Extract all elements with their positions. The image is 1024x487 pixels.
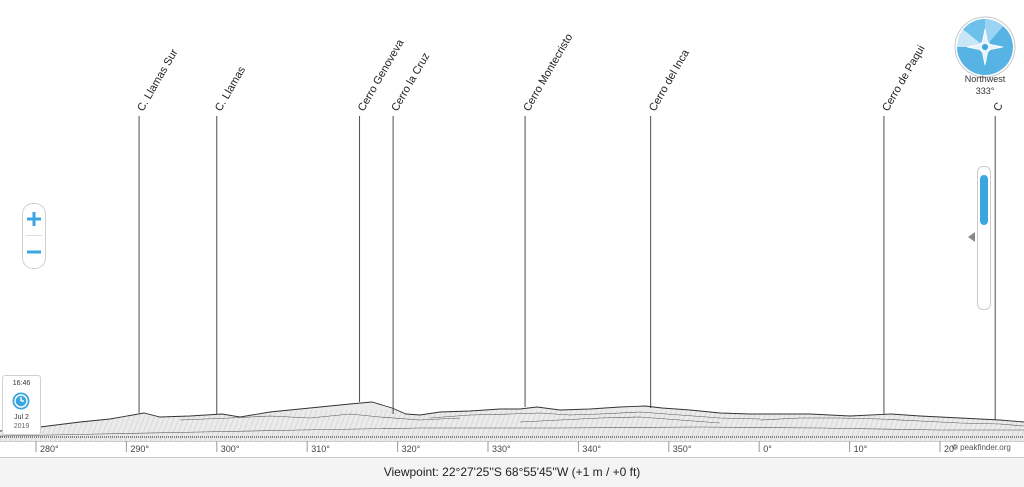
time-label: 16:46 — [12, 380, 31, 387]
azimuth-tick-bottom: 350° — [673, 444, 692, 454]
zoom-control — [22, 203, 46, 269]
azimuth-tick-bottom: 340° — [582, 444, 601, 454]
azimuth-tick-bottom: 330° — [492, 444, 511, 454]
viewpoint-text: Viewpoint: 22°27'25''S 68°55'45''W (+1 m… — [383, 465, 641, 479]
panorama-view[interactable]: 280° 290° 300° 310° 320° 330° 340° 350° 0° 10° 20°… — [0, 0, 1024, 457]
zoom-out-button[interactable] — [23, 237, 45, 267]
azimuth-tick-bottom: 10° — [854, 444, 868, 454]
clock-icon — [12, 392, 30, 410]
compass-direction: Northwest — [964, 74, 1006, 84]
footer-bar: Viewpoint: 22°27'25''S 68°55'45''W (+1 m… — [0, 457, 1024, 487]
credit-link[interactable]: © peakfinder.org — [952, 443, 1011, 452]
fov-slider[interactable] — [977, 166, 991, 310]
compass-icon[interactable] — [953, 15, 1017, 79]
slider-thumb[interactable] — [980, 175, 988, 225]
compass-degrees: 333° — [975, 86, 995, 96]
zoom-divider — [26, 235, 42, 236]
year-label: 2019 — [13, 423, 30, 430]
azimuth-tick-bottom: 20° — [944, 444, 958, 454]
minus-icon — [27, 250, 41, 254]
time-selector[interactable]: 16:46 Jul 2 2019 — [2, 375, 41, 435]
azimuth-tick-bottom: 0° — [763, 444, 772, 454]
date-label: Jul 2 — [14, 414, 29, 421]
bottom-azimuth-axis: 280° 290° 300° 310° 320° 330° 340° 350° 0° 10° 20° — [35, 441, 958, 454]
plus-icon — [27, 212, 41, 226]
azimuth-tick-bottom: 290° — [130, 444, 149, 454]
azimuth-tick-bottom: 320° — [402, 444, 421, 454]
slider-pointer-icon — [968, 232, 975, 242]
ridge-line — [0, 401, 1024, 432]
azimuth-tick-bottom: 310° — [311, 444, 330, 454]
azimuth-tick-bottom: 300° — [221, 444, 240, 454]
zoom-in-button[interactable] — [23, 204, 45, 234]
mountain-ridge — [0, 401, 1024, 442]
azimuth-tick-bottom: 280° — [40, 444, 59, 454]
